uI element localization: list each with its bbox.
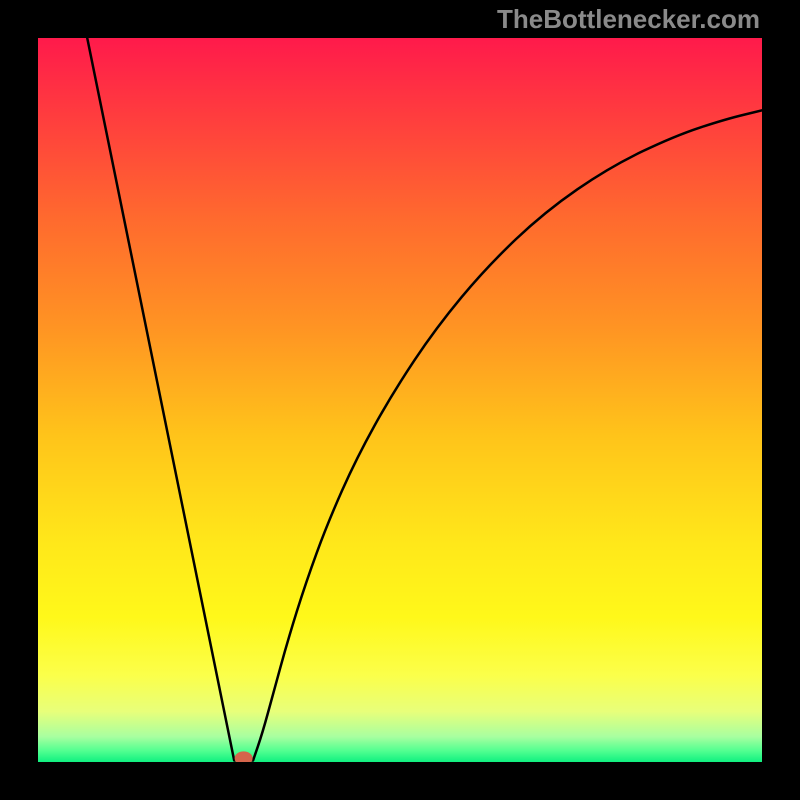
plot-svg (38, 38, 762, 762)
watermark-text: TheBottlenecker.com (497, 4, 760, 35)
plot-area (38, 38, 762, 762)
chart-container: TheBottlenecker.com (0, 0, 800, 800)
